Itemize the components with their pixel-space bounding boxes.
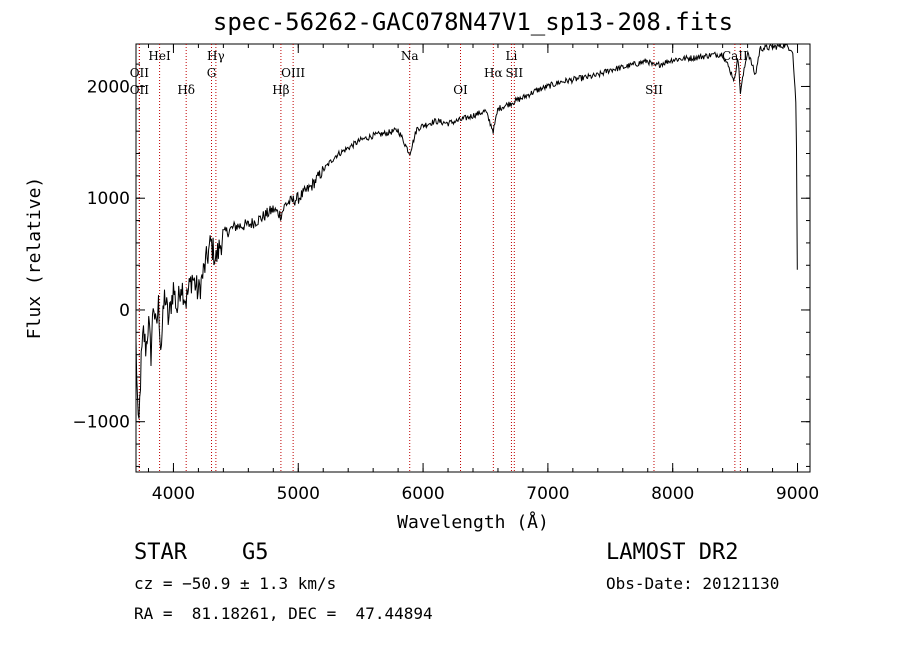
coordinates: RA = 81.18261, DEC = 47.44894 bbox=[134, 604, 433, 623]
y-tick-label: −1000 bbox=[72, 413, 130, 433]
y-tick-label: 2000 bbox=[87, 77, 130, 97]
spectral-line-label: OII bbox=[130, 66, 150, 80]
object-subclass: G5 bbox=[242, 540, 269, 565]
spectral-line-label: Hβ bbox=[272, 83, 289, 97]
object-class: STAR bbox=[134, 540, 187, 565]
x-axis-label: Wavelength (Å) bbox=[397, 511, 549, 533]
redshift-velocity: cz = −50.9 ± 1.3 km/s bbox=[134, 574, 337, 593]
spectral-line-label: Hγ bbox=[207, 49, 225, 63]
spectral-line-label: OII bbox=[130, 83, 150, 97]
spectral-line-label: HeI bbox=[148, 49, 171, 63]
spectral-line-label: G bbox=[207, 66, 217, 80]
spectral-line-label: OI bbox=[453, 83, 468, 97]
x-tick-label: 8000 bbox=[651, 484, 694, 504]
spectrum-series-line bbox=[136, 44, 798, 419]
spectral-line-label: SII bbox=[645, 83, 663, 97]
y-tick-label: 1000 bbox=[87, 189, 130, 209]
spectral-line-label: Hα bbox=[484, 66, 503, 80]
spectral-line-label: CaII bbox=[722, 49, 748, 63]
spectral-line-label: OIII bbox=[281, 66, 305, 80]
y-axis-label: Flux (relative) bbox=[24, 177, 45, 340]
chart-title: spec-56262-GAC078N47V1_sp13-208.fits bbox=[212, 8, 734, 36]
spectral-line-label: SII bbox=[505, 66, 523, 80]
plot-frame bbox=[135, 43, 811, 473]
x-tick-label: 4000 bbox=[152, 484, 195, 504]
survey-name: LAMOST DR2 bbox=[606, 540, 739, 565]
spectral-line-label: Hδ bbox=[177, 83, 195, 97]
x-tick-label: 7000 bbox=[526, 484, 569, 504]
x-tick-label: 5000 bbox=[277, 484, 320, 504]
spectral-line-label: Li bbox=[506, 49, 518, 63]
y-tick-label: 0 bbox=[119, 301, 130, 321]
spectral-line-label: Na bbox=[401, 49, 419, 63]
observation-date: Obs-Date: 20121130 bbox=[606, 574, 780, 593]
x-tick-label: 6000 bbox=[401, 484, 444, 504]
x-tick-label: 9000 bbox=[776, 484, 819, 504]
